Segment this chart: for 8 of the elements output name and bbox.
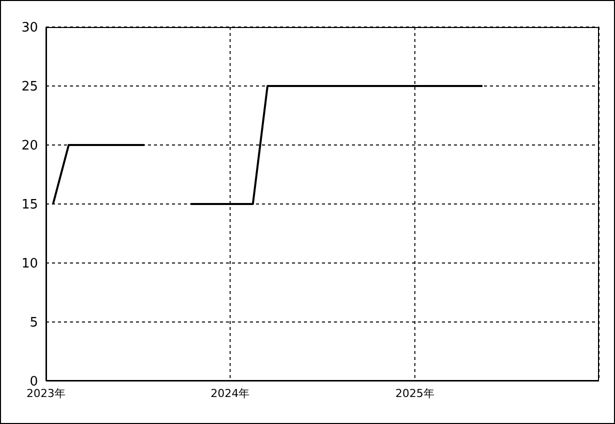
y-tick-label: 20 xyxy=(21,138,38,154)
x-tick-label: 2025年 xyxy=(395,386,434,400)
y-tick-label: 25 xyxy=(21,80,38,95)
x-tick-label: 2024年 xyxy=(210,386,250,400)
y-tick-label: 5 xyxy=(30,316,38,331)
y-tick-label: 10 xyxy=(21,256,38,272)
y-tick-label: 15 xyxy=(21,198,38,213)
y-tick-label: 30 xyxy=(21,20,38,36)
